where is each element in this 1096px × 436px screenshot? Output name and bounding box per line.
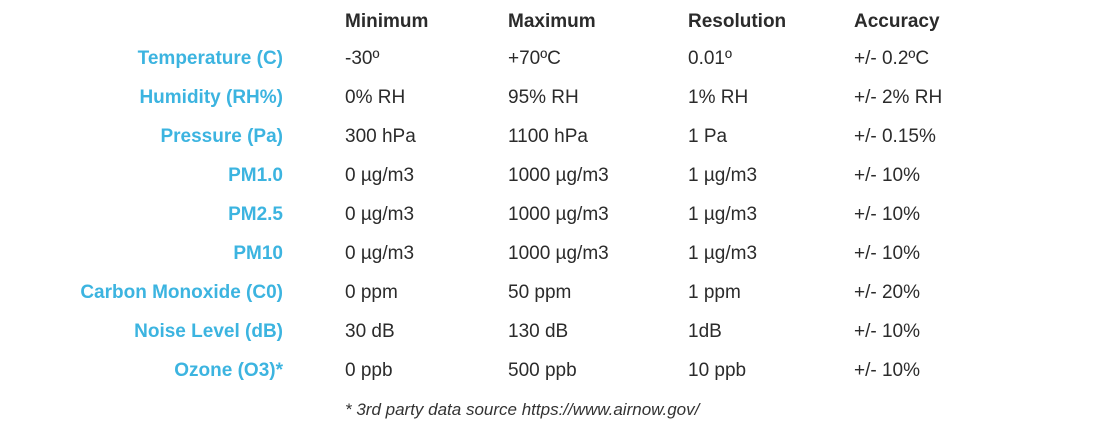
row-label: Carbon Monoxide (C0)	[80, 282, 283, 303]
row-label: PM2.5	[228, 204, 283, 225]
cell-minimum: 0 ppb	[345, 360, 393, 381]
cell-maximum: 130 dB	[508, 321, 569, 342]
cell-resolution: 1 µg/m3	[688, 165, 758, 186]
column-header-accuracy: Accuracy	[854, 11, 940, 32]
cell-minimum: 30 dB	[345, 321, 395, 342]
table-row: PM10 0 µg/m3 1000 µg/m3 1 µg/m3 +/- 10%	[0, 241, 1096, 267]
table-row: Pressure (Pa) 300 hPa 1100 hPa 1 Pa +/- …	[0, 124, 1096, 150]
cell-accuracy: +/- 10%	[854, 165, 921, 186]
cell-resolution: 0.01º	[688, 48, 732, 69]
row-label: PM1.0	[228, 165, 283, 186]
cell-resolution: 1 µg/m3	[688, 204, 758, 225]
row-label: Temperature (C)	[137, 48, 283, 69]
cell-minimum: -30º	[345, 48, 380, 69]
table-row: Noise Level (dB) 30 dB 130 dB 1dB +/- 10…	[0, 319, 1096, 345]
cell-accuracy: +/- 10%	[854, 360, 921, 381]
cell-maximum: 1100 hPa	[508, 126, 588, 147]
cell-resolution: 1 µg/m3	[688, 243, 758, 264]
cell-minimum: 0 ppm	[345, 282, 398, 303]
column-header-maximum: Maximum	[508, 11, 596, 32]
cell-accuracy: +/- 10%	[854, 204, 921, 225]
table-header-row: Minimum Maximum Resolution Accuracy	[0, 10, 1096, 34]
cell-minimum: 0 µg/m3	[345, 243, 415, 264]
cell-maximum: +70ºC	[508, 48, 561, 69]
table-row: Carbon Monoxide (C0) 0 ppm 50 ppm 1 ppm …	[0, 280, 1096, 306]
table-row: Temperature (C) -30º +70ºC 0.01º +/- 0.2…	[0, 46, 1096, 72]
cell-minimum: 0 µg/m3	[345, 165, 415, 186]
cell-resolution: 1 ppm	[688, 282, 741, 303]
cell-maximum: 1000 µg/m3	[508, 165, 609, 186]
table-row: Humidity (RH%) 0% RH 95% RH 1% RH +/- 2%…	[0, 85, 1096, 111]
cell-resolution: 1 Pa	[688, 126, 728, 147]
column-header-resolution: Resolution	[688, 11, 787, 32]
cell-minimum: 0% RH	[345, 87, 406, 108]
cell-accuracy: +/- 10%	[854, 243, 921, 264]
table-row: PM1.0 0 µg/m3 1000 µg/m3 1 µg/m3 +/- 10%	[0, 163, 1096, 189]
cell-accuracy: +/- 0.2ºC	[854, 48, 930, 69]
cell-minimum: 300 hPa	[345, 126, 416, 147]
cell-accuracy: +/- 0.15%	[854, 126, 936, 147]
row-label: PM10	[233, 243, 283, 264]
table-row: Ozone (O3)* 0 ppb 500 ppb 10 ppb +/- 10%	[0, 358, 1096, 384]
row-label: Pressure (Pa)	[160, 126, 283, 147]
footnote: * 3rd party data source https://www.airn…	[345, 400, 700, 419]
cell-maximum: 95% RH	[508, 87, 579, 108]
row-label: Humidity (RH%)	[139, 87, 283, 108]
table-row: PM2.5 0 µg/m3 1000 µg/m3 1 µg/m3 +/- 10%	[0, 202, 1096, 228]
cell-minimum: 0 µg/m3	[345, 204, 415, 225]
cell-maximum: 50 ppm	[508, 282, 572, 303]
cell-maximum: 500 ppb	[508, 360, 577, 381]
cell-accuracy: +/- 20%	[854, 282, 921, 303]
cell-resolution: 1% RH	[688, 87, 749, 108]
cell-maximum: 1000 µg/m3	[508, 243, 609, 264]
cell-resolution: 10 ppb	[688, 360, 747, 381]
row-label: Ozone (O3)*	[174, 360, 283, 381]
cell-accuracy: +/- 2% RH	[854, 87, 943, 108]
cell-resolution: 1dB	[688, 321, 722, 342]
cell-accuracy: +/- 10%	[854, 321, 921, 342]
cell-maximum: 1000 µg/m3	[508, 204, 609, 225]
row-label: Noise Level (dB)	[134, 321, 283, 342]
column-header-minimum: Minimum	[345, 11, 429, 32]
